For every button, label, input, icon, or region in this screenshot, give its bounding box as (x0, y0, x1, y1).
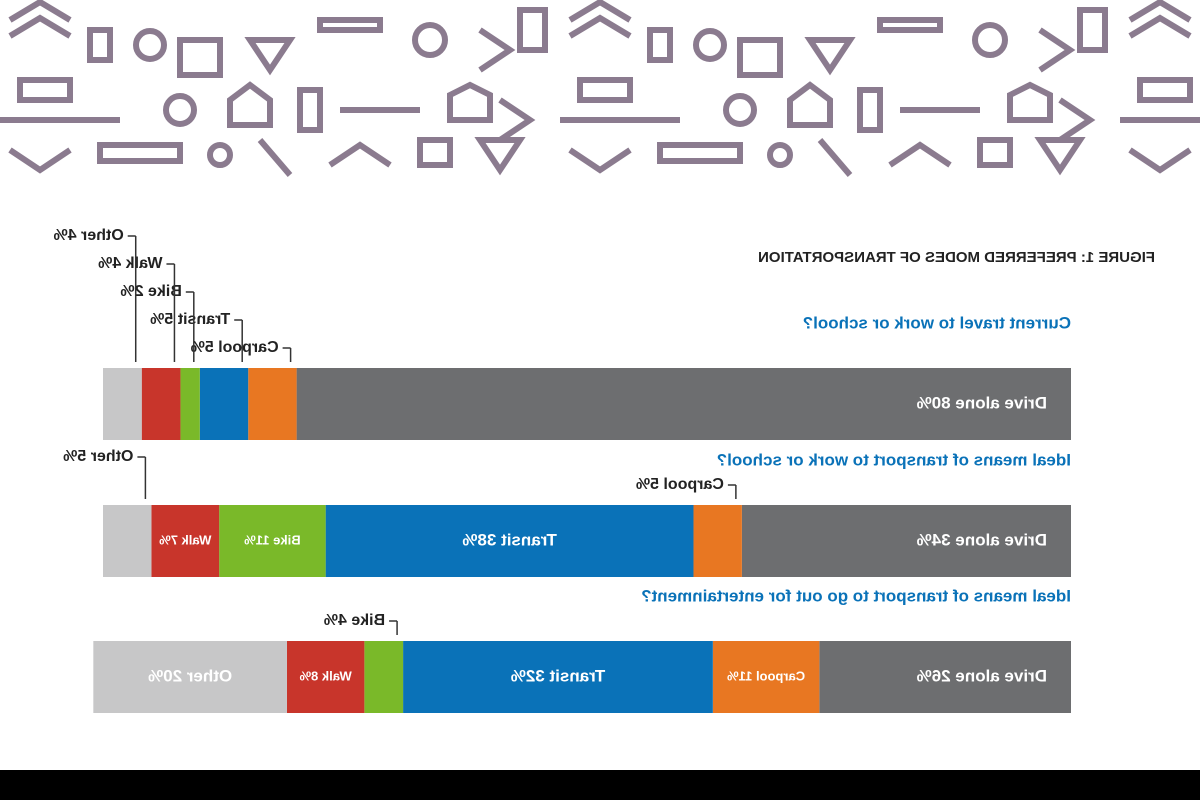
bar-segment (325, 505, 694, 577)
segment-label: Transit 5% (150, 311, 230, 328)
bar-segment (219, 505, 326, 577)
bar-segment (712, 641, 820, 713)
segment-label: Carpool 5% (191, 339, 279, 356)
segment-label: Transit 32% (511, 666, 606, 685)
bar-segment (199, 368, 249, 440)
segment-label: Walk 8% (299, 668, 352, 683)
bar-segment (93, 641, 287, 713)
chart: FIGURE 1: PREFERRED MODES OF TRANSPORTAT… (53, 227, 1155, 713)
segment-label: Transit 38% (462, 530, 557, 549)
bar-segment (296, 368, 1071, 440)
header-pattern (0, 0, 1200, 178)
segment-label: Carpool 5% (636, 476, 724, 493)
bar-segment (248, 368, 297, 440)
bar-segment (151, 505, 220, 577)
segment-label: Bike 2% (120, 283, 181, 300)
question-label: Ideal means of transport to go out for e… (641, 586, 1071, 605)
bar-segment (141, 368, 181, 440)
segment-label: Carpool 11% (727, 668, 805, 683)
footer-band (0, 770, 1200, 800)
segment-label: Other 4% (53, 227, 123, 244)
bar-segment (103, 368, 142, 440)
segment-label: Drive alone 34% (917, 530, 1047, 549)
question-label: Ideal means of transport to work or scho… (717, 450, 1071, 469)
segment-label: Other 5% (63, 448, 133, 465)
bar-segment (819, 641, 1071, 713)
question-label: Current travel to work or school? (803, 313, 1071, 332)
bar-segment (693, 505, 742, 577)
bar-segment (364, 641, 404, 713)
segment-label: Drive alone 26% (917, 666, 1047, 685)
bar-segment (286, 641, 365, 713)
bar-segment (103, 505, 152, 577)
bar-segment (403, 641, 713, 713)
segment-label: Bike 11% (244, 532, 301, 547)
segment-label: Bike 4% (324, 612, 385, 629)
segment-label: Walk 7% (159, 532, 212, 547)
segment-label: Walk 4% (98, 255, 162, 272)
segment-label: Drive alone 80% (917, 393, 1047, 412)
segment-label: Other 20% (148, 666, 232, 685)
chart-title: FIGURE 1: PREFERRED MODES OF TRANSPORTAT… (758, 249, 1155, 266)
bar-segment (180, 368, 200, 440)
bar-segment (741, 505, 1071, 577)
